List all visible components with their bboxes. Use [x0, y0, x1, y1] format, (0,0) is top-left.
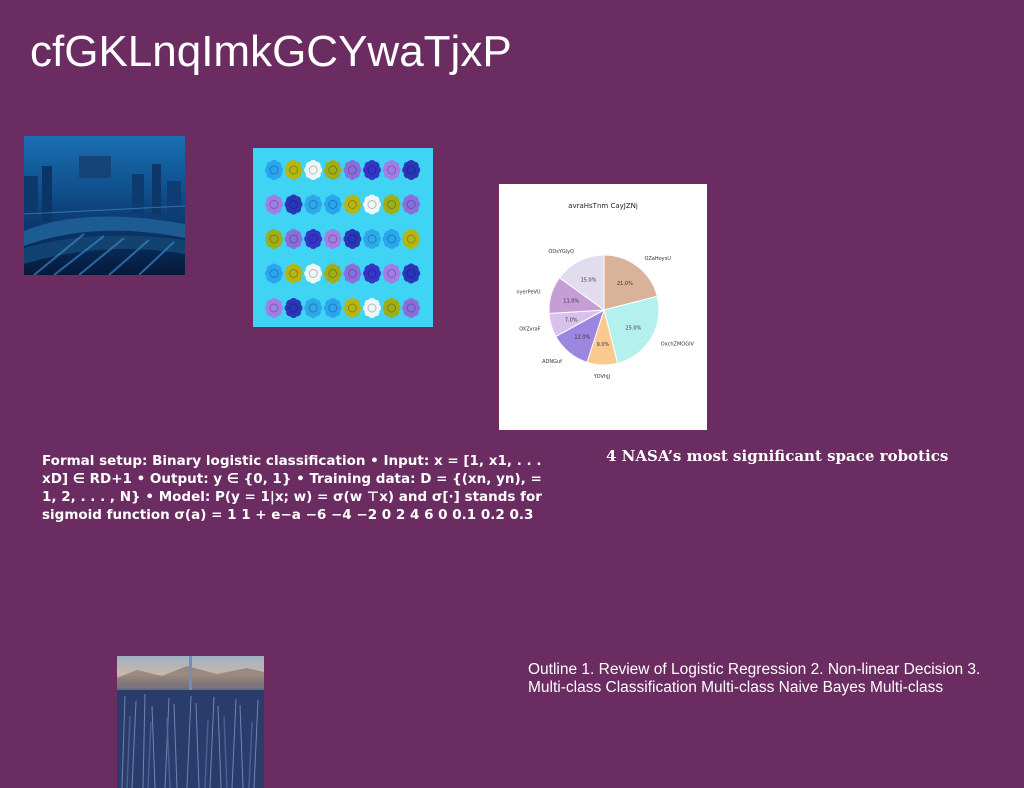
pie-percent-label: 21.0% — [617, 281, 633, 287]
meadow-image — [117, 656, 264, 788]
pie-percent-label: 15.0% — [581, 278, 597, 284]
body-text: Formal setup: Binary logistic classifica… — [42, 453, 542, 523]
pie-slice-OZaHoysU — [603, 254, 658, 311]
outline-text: Outline 1. Review of Logistic Regression… — [528, 661, 981, 696]
chart-title: avraHsTnm CayJZNj — [568, 202, 638, 210]
pie-category-label: OZaHoysU — [644, 256, 671, 262]
pie-percent-label: 7.0% — [565, 318, 578, 324]
pie-percent-label: 25.0% — [625, 325, 641, 331]
image-caption: 4 NASA’s most significant space robotics — [606, 447, 949, 465]
cityscape-image — [24, 136, 185, 275]
pie-category-label: nyerPeVU — [516, 290, 541, 296]
pie-category-label: OxchZMOGIV — [661, 342, 695, 348]
pie-percent-label: 9.0% — [597, 342, 610, 348]
pie-percent-label: 12.0% — [574, 334, 590, 340]
pie-category-label: OXZxraF — [519, 326, 541, 332]
pie-category-label: ADNGuf — [542, 359, 562, 365]
pie-category-label: YDVhJJ — [593, 374, 610, 380]
slide-title: cfGKLnqImkGCYwaTjxP — [30, 27, 512, 76]
pie-slice-OxchZMOGIV — [603, 295, 660, 364]
pie-percent-label: 11.0% — [563, 298, 579, 304]
pie-category-label: ODsYGlyQ — [548, 249, 574, 255]
flower-pattern-image — [253, 148, 433, 327]
pie-slice-ODsYGlyQ — [558, 254, 605, 311]
pie-chart-image: avraHsTnm CayJZNj 21.0% OZaHoysU 25.0% Oxch… — [499, 184, 707, 430]
